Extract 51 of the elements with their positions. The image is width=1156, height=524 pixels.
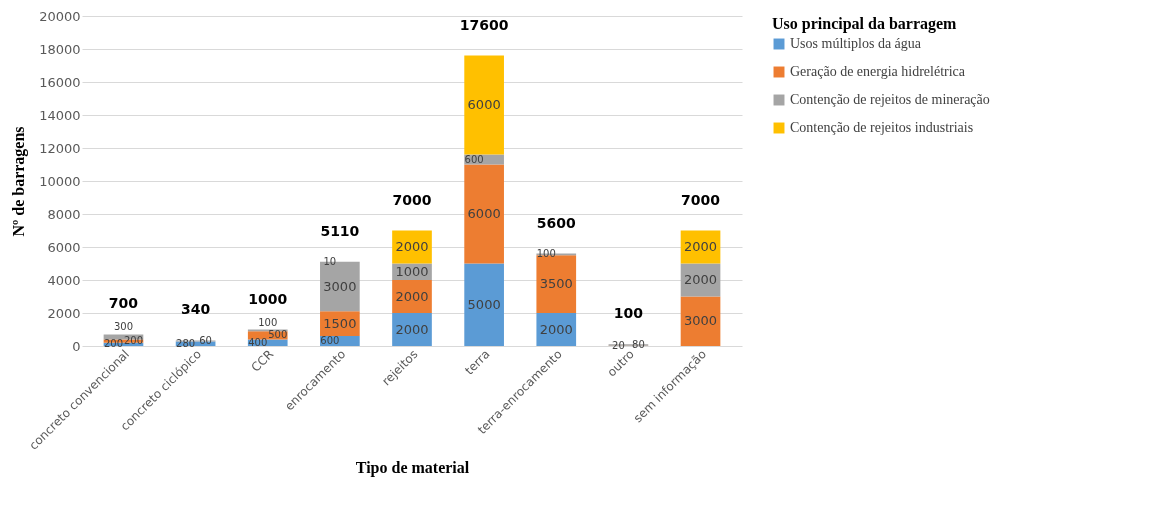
data-label: 1000 — [395, 263, 429, 279]
total-label: 100 — [613, 305, 644, 322]
data-label: 2000 — [395, 239, 429, 254]
data-label: 300 — [113, 321, 134, 333]
total-label: 7000 — [681, 191, 721, 208]
data-label: 3500 — [539, 276, 573, 292]
y-tick-label: 8000 — [47, 206, 81, 222]
y-tick-label: 16000 — [39, 74, 81, 90]
data-label: 2000 — [683, 239, 718, 254]
data-label: 100 — [258, 316, 278, 328]
legend-label: Contenção de rejeitos de mineração — [790, 92, 990, 107]
data-label: 80 — [632, 339, 645, 351]
y-tick-label: 6000 — [47, 239, 81, 255]
y-tick-label: 0 — [72, 338, 81, 354]
data-label: 3000 — [683, 313, 718, 329]
total-label: 17600 — [459, 16, 509, 33]
data-label: 500 — [268, 329, 288, 341]
y-tick-label: 2000 — [47, 305, 81, 321]
total-label: 1000 — [248, 290, 288, 307]
data-label: 280 — [176, 337, 196, 349]
x-axis-title: Tipo de material — [355, 458, 470, 477]
data-label: 6000 — [467, 206, 501, 221]
data-label: 10 — [323, 255, 337, 267]
total-label: 5600 — [536, 214, 576, 231]
y-tick-label: 20000 — [39, 8, 81, 24]
total-label: 5110 — [320, 222, 360, 239]
data-label: 2000 — [395, 288, 429, 304]
legend-title: Uso principal da barragem — [772, 15, 958, 33]
data-label: 20 — [612, 339, 625, 351]
y-tick-label: 10000 — [39, 173, 81, 189]
legend-label: Usos múltiplos da água — [790, 36, 922, 51]
legend-label: Contenção de rejeitos industriais — [790, 120, 974, 135]
data-label: 5000 — [467, 296, 501, 312]
legend-label: Geração de energia hidrelétrica — [790, 64, 966, 79]
y-tick-label: 4000 — [47, 272, 81, 288]
y-tick-label: 14000 — [39, 107, 81, 123]
total-label: 340 — [180, 301, 211, 318]
y-tick-label: 12000 — [39, 140, 81, 156]
data-label: 3000 — [323, 278, 357, 294]
data-label: 6000 — [467, 97, 501, 113]
data-label: 1500 — [323, 315, 357, 331]
data-label: 2000 — [683, 272, 718, 287]
data-label: 2000 — [539, 321, 573, 337]
data-label: 600 — [320, 335, 340, 347]
data-label: 2000 — [395, 321, 429, 337]
data-label: 400 — [248, 336, 268, 348]
y-tick-label: 18000 — [39, 41, 81, 57]
y-axis-title: Nº de barragens — [10, 126, 29, 237]
data-label: 600 — [464, 153, 484, 165]
total-label: 7000 — [392, 191, 432, 208]
total-label: 700 — [108, 295, 139, 312]
